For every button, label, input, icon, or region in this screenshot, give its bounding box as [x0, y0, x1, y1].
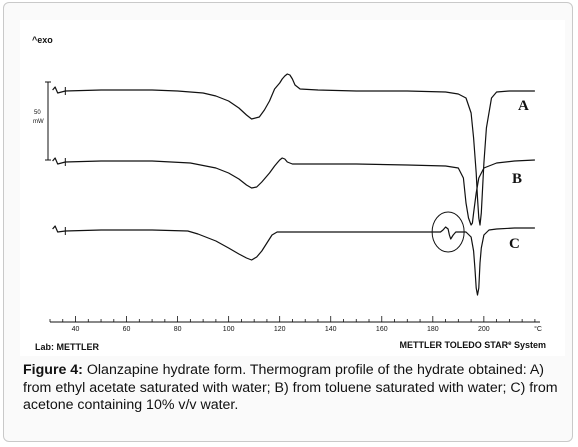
curve-c: [52, 225, 535, 296]
x-tick-label: 200: [478, 326, 490, 333]
x-axis-unit-label: °C: [534, 325, 542, 333]
x-tick-label: 140: [325, 326, 337, 333]
footer-lab-label: Lab: METTLER: [35, 342, 99, 352]
highlight-circle: [431, 211, 465, 253]
scale-bar-value: 50: [34, 110, 41, 116]
caption-label: Figure 4:: [23, 362, 83, 378]
x-tick-label: 120: [274, 326, 286, 333]
x-tick-label: 60: [123, 326, 131, 333]
curve-label-c: C: [509, 236, 520, 252]
x-tick-label: 40: [72, 326, 80, 333]
x-tick-label: 160: [376, 326, 388, 333]
x-tick-label: 80: [174, 326, 182, 333]
x-tick-label: 180: [427, 326, 439, 333]
figure-caption: Figure 4: Olanzapine hydrate form. Therm…: [23, 362, 563, 415]
caption-text: Olanzapine hydrate form. Thermogram prof…: [23, 362, 558, 413]
curve-a: [52, 73, 535, 226]
curve-b: [52, 157, 535, 226]
thermogram-chart: ^exo 50 mW 40 60 80 100 120 140 160 180 200 °C A B C Lab…: [32, 35, 546, 352]
curve-label-a: A: [518, 98, 529, 114]
curve-label-b: B: [512, 171, 522, 187]
scale-bar-unit: mW: [33, 119, 44, 125]
x-tick-label: 100: [223, 326, 235, 333]
plot-panel: ^exo 50 mW 40 60 80 100 120 140 160 180 200 °C A B C Lab…: [20, 20, 565, 356]
exo-corner-label: ^exo: [32, 35, 53, 45]
footer-system-label: METTLER TOLEDO STARe System: [399, 340, 546, 350]
